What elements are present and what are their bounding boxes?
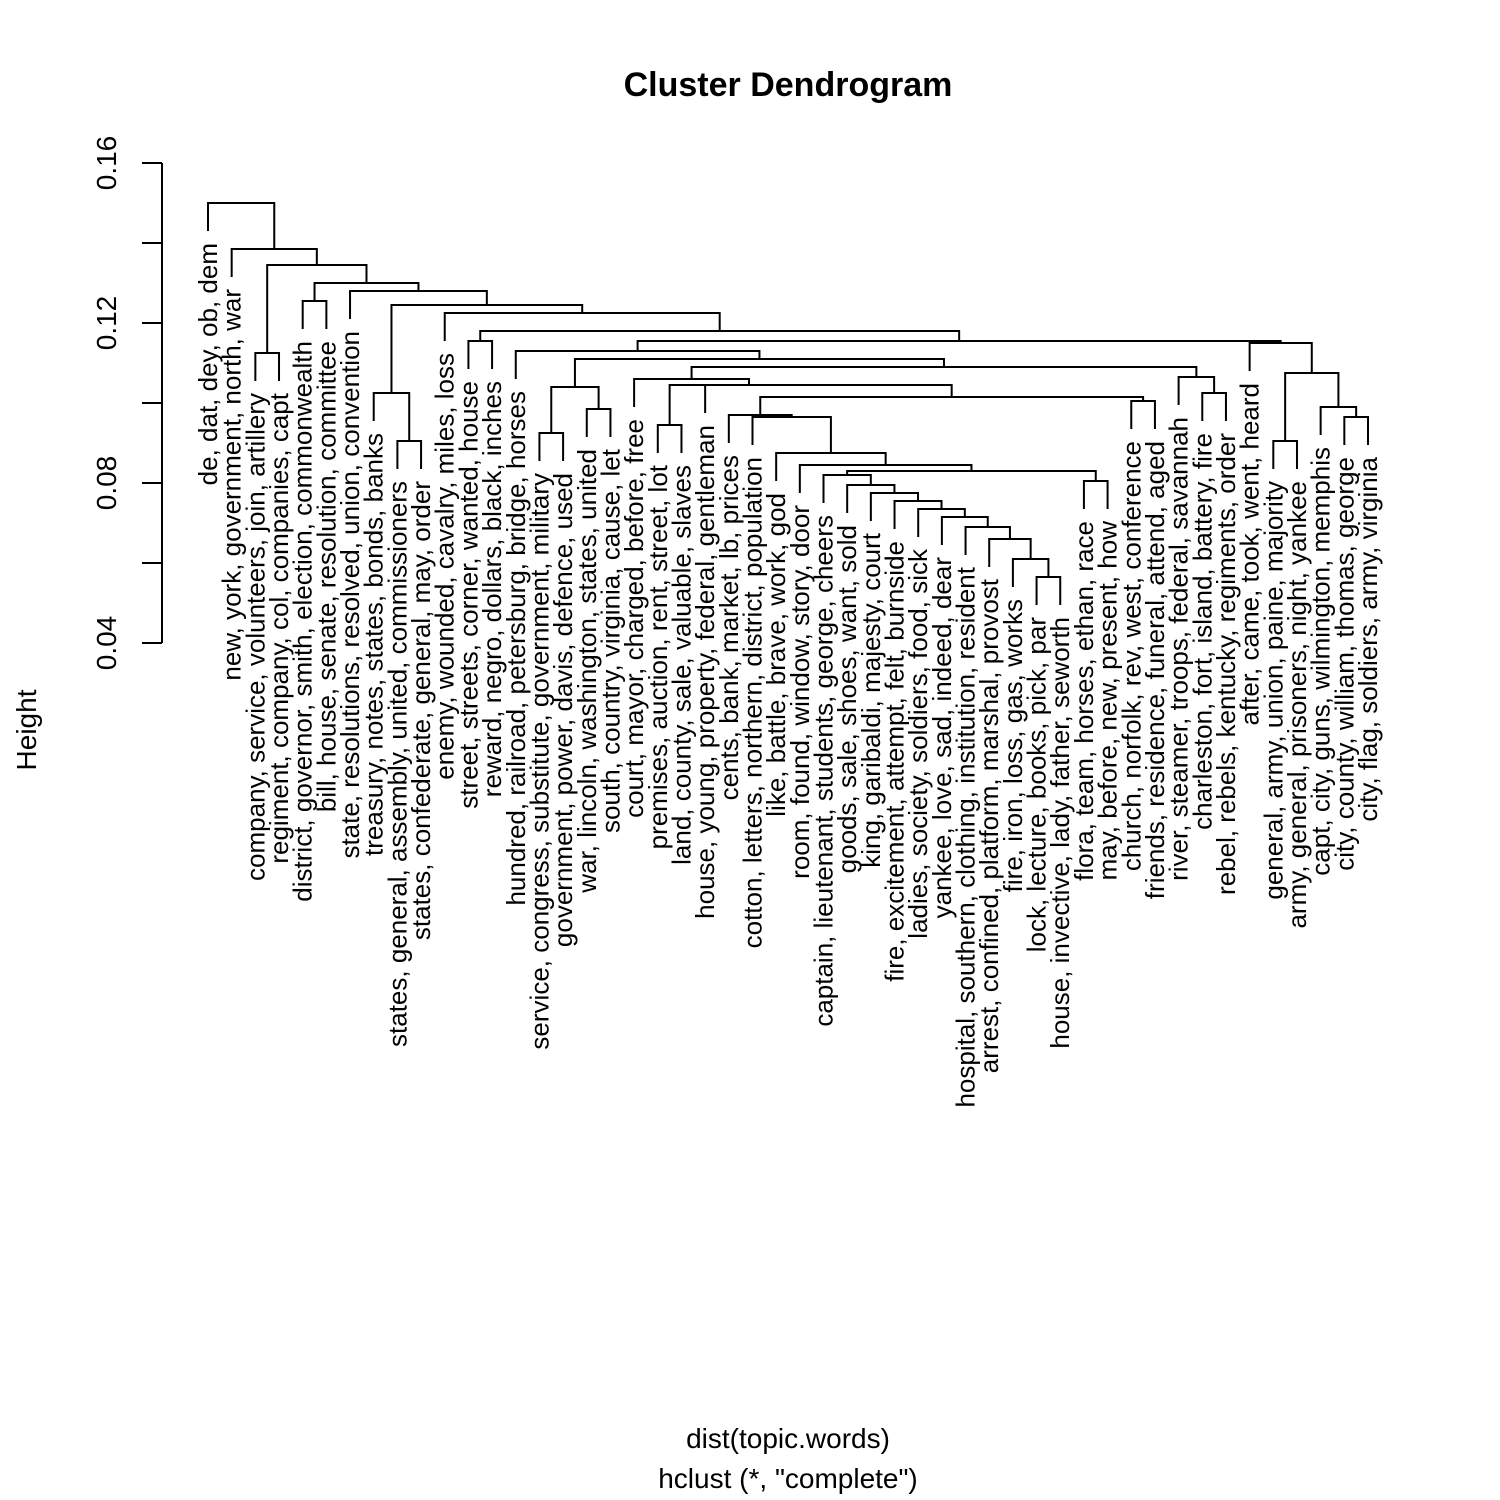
y-tick-label: 0.04 <box>91 616 122 671</box>
merge-link <box>443 312 721 341</box>
leaf-label: hundred, railroad, petersburg, bridge, h… <box>501 391 531 906</box>
merge-link <box>668 384 829 425</box>
merge-link <box>390 304 584 393</box>
merge-link <box>230 248 318 277</box>
leaf-label: friends, residence, funeral, attend, age… <box>1140 441 1170 899</box>
leaf-label: captain, lieutenant, students, george, c… <box>809 515 839 1027</box>
leaf-label: premises, auction, rent, street, lot <box>643 464 673 849</box>
leaf-label: war, lincoln, washington, states, united <box>572 449 602 894</box>
merge-link <box>964 526 1011 555</box>
x-axis-label: dist(topic.words) <box>686 1423 890 1454</box>
merge-link <box>1248 342 1313 373</box>
merge-link <box>988 538 1032 567</box>
leaf-label: states, general, assembly, united, commi… <box>382 481 412 1047</box>
leaf-label: city, county, william, thomas, george <box>1329 457 1359 871</box>
leaf-label: enemy, wounded, cavalry, miles, loss <box>430 353 460 780</box>
leaf-label: fire, iron, loss, gas, works <box>998 599 1028 892</box>
merge-link <box>301 300 328 329</box>
leaf-label: cents, bank, market, lb, prices <box>714 455 744 800</box>
y-tick-label: 0.16 <box>91 136 122 191</box>
leaf-label: room, found, window, story, door <box>785 505 815 879</box>
leaf-label: south, country, virginia, cause, let <box>595 448 625 833</box>
leaf-label: after, came, took, went, heard <box>1235 383 1265 726</box>
merge-link <box>751 416 832 453</box>
leaf-label: lock, lecture, books, pick, par <box>1022 617 1052 953</box>
leaf-label: states, confederate, general, may, order <box>406 481 436 940</box>
leaf-label: cotton, letters, northern, district, pop… <box>737 457 767 948</box>
y-axis-label: Height <box>11 689 42 770</box>
leaf-label: district, governor, smith, election, com… <box>288 341 318 902</box>
leaf-label: river, steamer, troops, federal, savanna… <box>1164 417 1194 881</box>
y-tick-label: 0.08 <box>91 456 122 511</box>
leaf-label: army, general, prisoners, night, yankee <box>1282 481 1312 929</box>
merge-link <box>1201 392 1227 421</box>
leaf-label: government, power, davis, defence, used <box>548 473 578 947</box>
leaf-label: street, streets, corner, wanted, house <box>453 381 483 809</box>
leaf-label: may, before, new, present, how <box>1093 521 1123 881</box>
leaf-label: court, mayor, charged, before, free <box>619 419 649 818</box>
merge-link <box>585 408 612 437</box>
merge-link <box>467 340 494 369</box>
merge-link <box>1082 480 1109 509</box>
merge-link <box>690 366 1198 379</box>
leaf-label: state, resolutions, resolved, union, con… <box>335 331 365 859</box>
merge-link <box>254 352 281 381</box>
leaf-label: service, congress, substitute, governmen… <box>524 473 554 1050</box>
merge-link <box>775 452 887 481</box>
merge-link <box>1343 416 1369 445</box>
y-tick-label: 0.12 <box>91 296 122 351</box>
leaf-label: goods, sale, shoes, want, sold <box>832 525 862 873</box>
merge-link <box>656 424 683 453</box>
merge-link <box>1177 376 1216 405</box>
leaf-label: king, garibaldi, majesty, court <box>856 532 886 868</box>
merge-link <box>798 464 973 493</box>
leaf-label: bill, house, senate, resolution, committ… <box>311 341 341 812</box>
leaf-label: flora, team, horses, ethan, race <box>1069 521 1099 881</box>
leaf-label: reward, negro, dollars, black, inches <box>477 381 507 797</box>
leaf-label: arrest, confined, platform, marshal, pro… <box>974 578 1004 1073</box>
merge-link <box>479 330 961 341</box>
merge-link <box>1011 558 1050 587</box>
merge-link <box>1130 400 1156 429</box>
leaf-label: like, battle, brave, work, god <box>761 493 791 817</box>
leaf-label: city, flag, soldiers, army, virginia <box>1353 456 1383 821</box>
merge-link <box>636 340 1282 351</box>
merge-link <box>759 396 1145 415</box>
leaf-label: regiment, company, col, companies, capt <box>264 392 294 863</box>
leaf-label: land, county, sale, valuable, slaves <box>666 465 696 865</box>
leaf-label: hospital, southern, clothing, institutio… <box>951 566 981 1107</box>
chart-title: Cluster Dendrogram <box>624 66 953 104</box>
merge-link <box>1272 440 1298 469</box>
merge-link <box>207 202 276 249</box>
leaf-label: house, invective, lady, father, seworth <box>1045 617 1075 1049</box>
leaf-label: church, norfolk, rev, west, conference <box>1116 441 1146 871</box>
merge-link <box>396 440 423 469</box>
merge-link <box>514 350 761 379</box>
merge-link <box>573 358 945 387</box>
merge-link <box>704 384 953 413</box>
leaf-label: rebel, rebels, kentucky, regiments, orde… <box>1211 433 1241 895</box>
leaf-label: new, york, government, north, war <box>217 289 247 681</box>
leaf-label: ladies, society, soldiers, food, sick <box>903 548 933 939</box>
leaf-label: treasury, notes, states, bonds, banks <box>359 433 389 856</box>
merge-link <box>846 470 1097 481</box>
method-sublabel: hclust (*, "complete") <box>658 1463 918 1494</box>
leaf-label: yankee, love, sad, indeed, dear <box>927 557 957 919</box>
merge-link <box>1035 576 1062 605</box>
leaf-label: de, dat, dey, ob, dem <box>193 243 223 485</box>
merge-link <box>538 432 565 461</box>
leaf-label: charleston, fort, island, battery, fire <box>1187 433 1217 830</box>
leaf-label: company, service, volunteers, join, arti… <box>240 393 270 881</box>
leaf-label: general, army, union, paine, majority <box>1258 481 1288 900</box>
leaf-label: capt, city, guns, wilmington, memphis <box>1306 447 1336 876</box>
leaf-label: fire, excitement, attempt, felt, burnsid… <box>880 541 910 982</box>
merge-link <box>1319 406 1358 435</box>
y-axis: 0.04 0.08 0.12 0.16 <box>91 136 163 671</box>
merge-link <box>633 378 751 407</box>
merge-link <box>727 414 793 443</box>
dendrogram-tree <box>207 202 1369 605</box>
leaf-label: house, young, property, federal, gentlem… <box>690 425 720 919</box>
